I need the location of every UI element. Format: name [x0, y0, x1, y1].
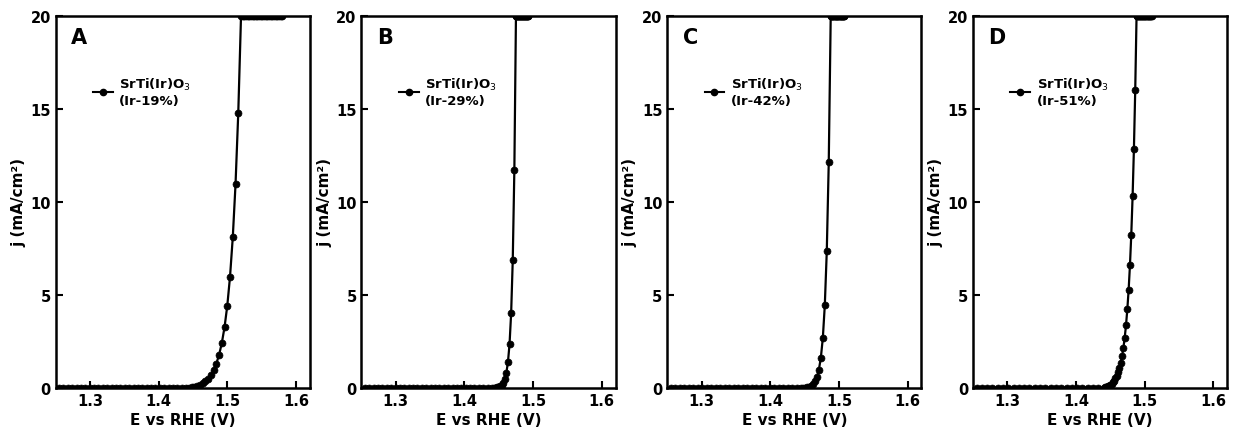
Legend: SrTi(Ir)O$_3$
(Ir-29%): SrTi(Ir)O$_3$ (Ir-29%): [393, 72, 502, 113]
X-axis label: E vs RHE (V): E vs RHE (V): [742, 412, 847, 427]
X-axis label: E vs RHE (V): E vs RHE (V): [1048, 412, 1153, 427]
X-axis label: E vs RHE (V): E vs RHE (V): [435, 412, 541, 427]
Text: D: D: [988, 28, 1006, 48]
Y-axis label: j (mA/cm²): j (mA/cm²): [11, 158, 26, 247]
Text: A: A: [71, 28, 87, 48]
Text: B: B: [377, 28, 393, 48]
X-axis label: E vs RHE (V): E vs RHE (V): [130, 412, 236, 427]
Legend: SrTi(Ir)O$_3$
(Ir-42%): SrTi(Ir)O$_3$ (Ir-42%): [699, 72, 808, 113]
Y-axis label: j (mA/cm²): j (mA/cm²): [317, 158, 332, 247]
Y-axis label: j (mA/cm²): j (mA/cm²): [929, 158, 944, 247]
Text: C: C: [682, 28, 698, 48]
Legend: SrTi(Ir)O$_3$
(Ir-51%): SrTi(Ir)O$_3$ (Ir-51%): [1006, 72, 1114, 113]
Legend: SrTi(Ir)O$_3$
(Ir-19%): SrTi(Ir)O$_3$ (Ir-19%): [88, 72, 196, 113]
Y-axis label: j (mA/cm²): j (mA/cm²): [622, 158, 637, 247]
